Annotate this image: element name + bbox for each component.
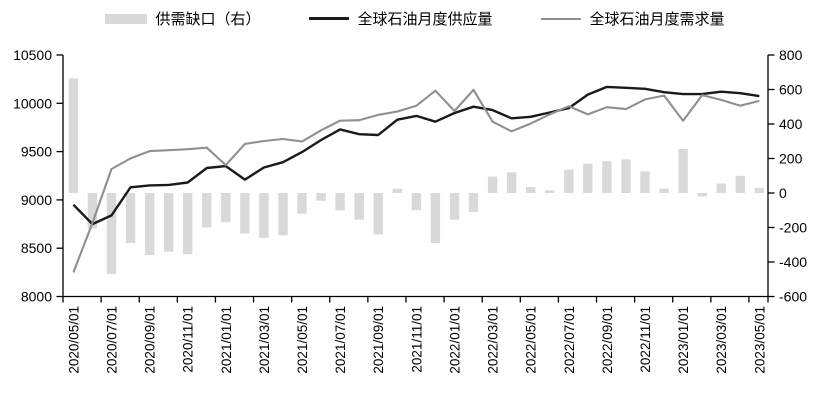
gap-bar — [564, 169, 574, 193]
supply-line — [72, 85, 760, 226]
gap-bar — [335, 193, 345, 211]
right-axis-label: -400 — [779, 254, 807, 270]
gap-bar — [754, 187, 764, 193]
x-axis-label: 2023/03/01 — [714, 306, 729, 374]
x-axis-label: 2020/05/01 — [66, 306, 81, 374]
legend-label-gap: 供需缺口（右） — [155, 11, 261, 28]
gap-bar — [373, 193, 383, 235]
x-axis-label: 2023/05/01 — [752, 306, 767, 374]
gap-bar — [430, 193, 441, 243]
left-axis-label: 9000 — [21, 192, 52, 208]
gap-bar — [144, 193, 155, 256]
x-axis-label: 2021/03/01 — [257, 306, 272, 374]
gap-bar — [659, 188, 669, 193]
right-axis-label: 800 — [779, 47, 803, 63]
x-axis-label: 2020/07/01 — [104, 306, 119, 374]
gap-bar — [449, 193, 460, 220]
x-axis-label: 2021/05/01 — [295, 306, 310, 374]
left-axis-label: 8500 — [21, 240, 52, 256]
gap-bar — [506, 172, 517, 193]
left-axis-label: 10500 — [13, 47, 52, 63]
x-axis-label: 2022/11/01 — [638, 306, 653, 373]
right-axis-label: -600 — [779, 289, 807, 305]
gap-bar — [735, 175, 745, 194]
x-axis-label: 2022/07/01 — [562, 306, 577, 374]
x-axis-label: 2020/09/01 — [143, 306, 158, 374]
gap-bar — [468, 193, 479, 212]
gap-bar — [392, 188, 402, 193]
gap-bar — [640, 171, 650, 193]
gap-bar — [487, 176, 498, 193]
gap-bar — [278, 193, 288, 236]
x-axis-label: 2022/01/01 — [447, 306, 462, 374]
gap-bar — [621, 159, 631, 193]
right-axis-label: -200 — [779, 220, 807, 236]
gap-bar — [678, 149, 688, 193]
right-axis-label: 200 — [779, 151, 803, 167]
x-axis-label: 2022/05/01 — [524, 306, 539, 374]
gap-bar — [526, 187, 536, 193]
right-axis: 800 600 400 200 0 -200 -400 -600 — [768, 47, 807, 305]
gap-bar — [240, 193, 250, 234]
legend-label-demand: 全球石油月度需求量 — [589, 11, 725, 28]
axes-frame — [62, 55, 769, 298]
x-axis: 2020/05/01 2020/07/01 2020/09/01 2020/11/01… — [62, 296, 769, 374]
gap-bar — [716, 183, 726, 193]
gap-bar — [221, 193, 231, 223]
gap-bar — [68, 78, 79, 193]
right-axis-label: 600 — [779, 82, 803, 98]
x-axis-label: 2021/09/01 — [371, 306, 386, 374]
supply-line-swatch-icon — [308, 17, 349, 20]
left-axis: 10500 10000 9500 9000 8500 8000 — [13, 47, 63, 305]
left-axis-label: 9500 — [21, 144, 52, 160]
right-axis-label: 400 — [779, 116, 803, 132]
x-axis-label: 2022/09/01 — [600, 306, 615, 374]
left-axis-label: 10000 — [13, 95, 52, 111]
right-axis-label: 0 — [779, 185, 787, 201]
x-axis-label: 2020/11/01 — [181, 306, 196, 373]
x-axis-label: 2021/07/01 — [333, 306, 348, 374]
gap-bars-series — [68, 78, 764, 275]
gap-bar — [316, 193, 326, 201]
gap-bar — [411, 193, 422, 211]
gap-bar — [87, 193, 98, 229]
demand-line-swatch-icon — [540, 17, 581, 20]
gap-bar — [354, 193, 364, 220]
left-axis-label: 8000 — [21, 289, 52, 305]
gap-bar — [125, 193, 136, 243]
x-axis-label: 2021/01/01 — [219, 306, 234, 374]
gap-bar — [602, 161, 612, 193]
gap-bar — [183, 193, 193, 255]
demand-line — [72, 88, 760, 273]
gap-bar — [164, 193, 174, 252]
x-axis-label: 2022/03/01 — [486, 306, 501, 374]
legend-item-supply[interactable]: 全球石油月度供应量 — [308, 8, 493, 29]
gap-bar — [545, 190, 555, 193]
gap-bar — [583, 163, 593, 193]
gap-bar — [259, 193, 269, 238]
gap-bar — [697, 193, 707, 197]
gap-bar — [202, 193, 212, 228]
legend-label-supply: 全球石油月度供应量 — [357, 11, 493, 28]
legend-item-demand[interactable]: 全球石油月度需求量 — [540, 8, 725, 29]
legend: 供需缺口（右） 全球石油月度供应量 全球石油月度需求量 — [104, 8, 725, 29]
legend-item-gap[interactable]: 供需缺口（右） — [104, 8, 260, 29]
gap-bar-swatch-icon — [104, 13, 147, 24]
x-axis-label: 2021/11/01 — [409, 306, 424, 373]
gap-bar — [297, 193, 307, 214]
gap-bar — [106, 193, 117, 275]
x-axis-label: 2023/01/01 — [676, 306, 691, 374]
